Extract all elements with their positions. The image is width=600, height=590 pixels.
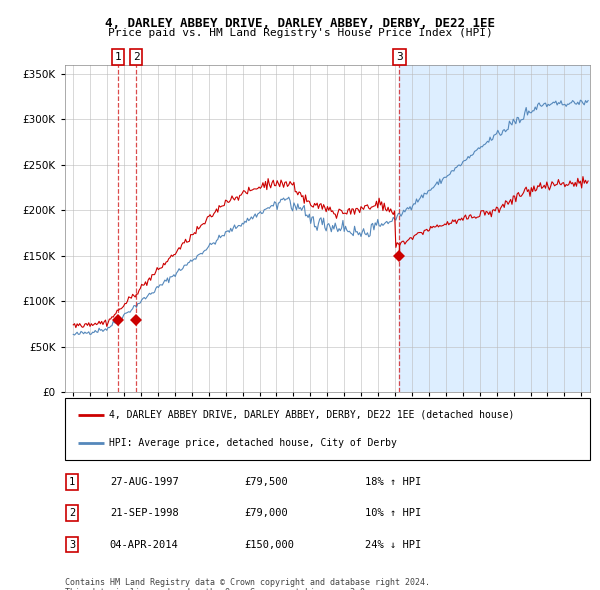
Text: 3: 3 <box>396 52 403 62</box>
Text: £150,000: £150,000 <box>245 540 295 549</box>
Text: 1: 1 <box>69 477 75 487</box>
Text: £79,500: £79,500 <box>245 477 289 487</box>
Text: 27-AUG-1997: 27-AUG-1997 <box>110 477 179 487</box>
Text: 4, DARLEY ABBEY DRIVE, DARLEY ABBEY, DERBY, DE22 1EE: 4, DARLEY ABBEY DRIVE, DARLEY ABBEY, DER… <box>105 17 495 30</box>
Text: 10% ↑ HPI: 10% ↑ HPI <box>365 509 421 518</box>
Text: 2: 2 <box>133 52 140 62</box>
Text: 21-SEP-1998: 21-SEP-1998 <box>110 509 179 518</box>
Bar <box>400 65 590 392</box>
Text: £79,000: £79,000 <box>245 509 289 518</box>
Text: 18% ↑ HPI: 18% ↑ HPI <box>365 477 421 487</box>
Text: 3: 3 <box>69 540 75 549</box>
Text: HPI: Average price, detached house, City of Derby: HPI: Average price, detached house, City… <box>109 438 397 448</box>
Text: 24% ↓ HPI: 24% ↓ HPI <box>365 540 421 549</box>
Text: 2: 2 <box>69 509 75 518</box>
Text: 4, DARLEY ABBEY DRIVE, DARLEY ABBEY, DERBY, DE22 1EE (detached house): 4, DARLEY ABBEY DRIVE, DARLEY ABBEY, DER… <box>109 410 515 420</box>
Text: Contains HM Land Registry data © Crown copyright and database right 2024.
This d: Contains HM Land Registry data © Crown c… <box>65 578 430 590</box>
Text: 1: 1 <box>115 52 122 62</box>
Text: Price paid vs. HM Land Registry's House Price Index (HPI): Price paid vs. HM Land Registry's House … <box>107 28 493 38</box>
Text: 04-APR-2014: 04-APR-2014 <box>110 540 179 549</box>
